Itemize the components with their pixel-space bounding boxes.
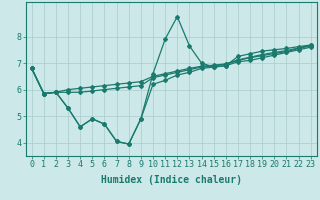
X-axis label: Humidex (Indice chaleur): Humidex (Indice chaleur) (101, 175, 242, 185)
